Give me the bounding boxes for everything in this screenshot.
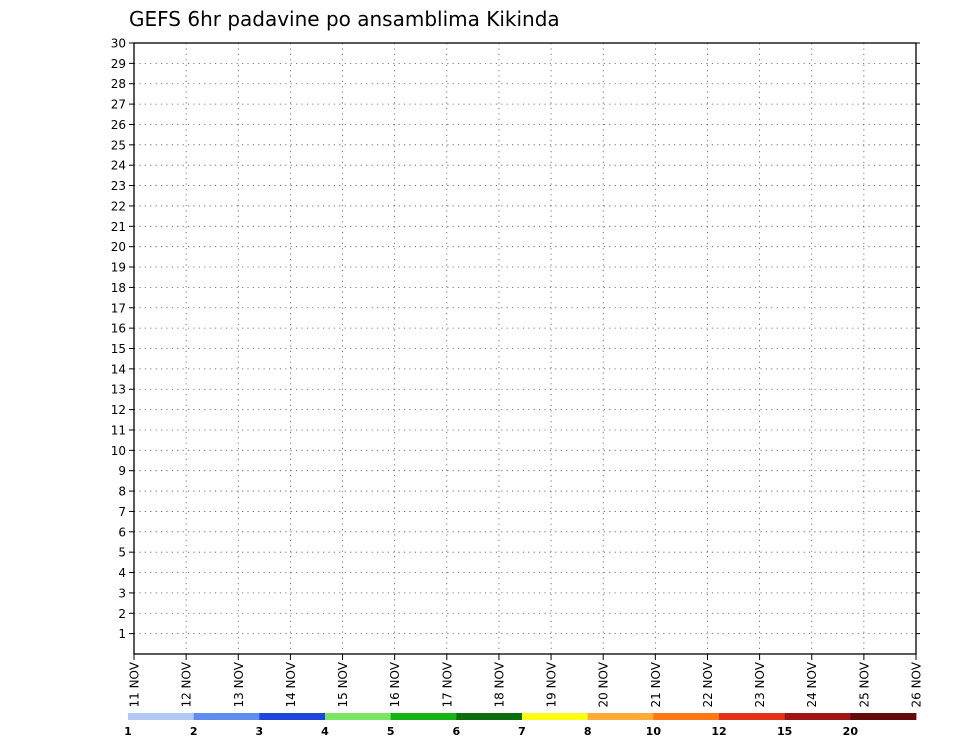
y-tick-label: 25 [111, 138, 126, 152]
y-tick-label: 4 [118, 566, 126, 580]
colorbar-label: 1 [124, 725, 132, 738]
colorbar-swatch [850, 713, 917, 720]
colorbar-label: 8 [584, 725, 592, 738]
y-tick-label: 9 [118, 464, 126, 478]
colorbar-label: 7 [518, 725, 526, 738]
y-tick-label: 5 [118, 546, 126, 560]
y-tick-label: 14 [111, 362, 126, 376]
y-tick-label: 2 [118, 607, 126, 621]
x-tick-label: 20 NOV [597, 661, 611, 707]
chart-title: GEFS 6hr padavine po ansamblima Kikinda [129, 7, 560, 31]
y-tick-label: 20 [111, 240, 126, 254]
colorbar-swatch [259, 713, 326, 720]
y-tick-label: 22 [111, 199, 126, 213]
colorbar-swatch [784, 713, 851, 720]
y-tick-label: 1 [118, 627, 126, 641]
y-axis: 1234567891011121314151617181920212223242… [111, 37, 920, 641]
colorbar-swatch [128, 713, 195, 720]
y-tick-label: 11 [111, 423, 126, 437]
y-tick-label: 12 [111, 403, 126, 417]
colorbar-label: 6 [453, 725, 461, 738]
y-tick-label: 21 [111, 220, 126, 234]
colorbar-swatch [522, 713, 589, 720]
x-tick-label: 24 NOV [805, 661, 819, 707]
y-tick-label: 18 [111, 281, 126, 295]
colorbar-swatch [587, 713, 654, 720]
y-tick-label: 28 [111, 77, 126, 91]
colorbar-label: 12 [711, 725, 726, 738]
y-tick-label: 3 [118, 586, 126, 600]
x-tick-label: 14 NOV [284, 661, 298, 707]
y-tick-label: 6 [118, 525, 126, 539]
y-tick-label: 23 [111, 179, 126, 193]
y-tick-label: 30 [111, 37, 126, 51]
x-tick-label: 12 NOV [180, 661, 194, 707]
y-tick-label: 29 [111, 57, 126, 71]
y-tick-label: 27 [111, 98, 126, 112]
colorbar-label: 10 [646, 725, 662, 738]
y-tick-label: 7 [118, 505, 126, 519]
colorbar-swatch [653, 713, 720, 720]
x-axis: 11 NOV 12 NOV 13 NOV 14 NOV 15 NOV 16 NOV 17 N… [128, 654, 924, 708]
colorbar-swatch [390, 713, 457, 720]
x-tick-label: 18 NOV [492, 661, 506, 707]
x-tick-label: 13 NOV [232, 661, 246, 707]
y-tick-label: 10 [111, 444, 126, 458]
x-tick-label: 16 NOV [388, 661, 402, 707]
x-tick-label: 17 NOV [440, 661, 454, 707]
y-tick-label: 8 [118, 485, 126, 499]
y-tick-label: 15 [111, 342, 126, 356]
x-tick-label: 21 NOV [649, 661, 663, 707]
x-tick-label: 15 NOV [336, 661, 350, 707]
y-tick-label: 19 [111, 261, 126, 275]
y-tick-label: 16 [111, 322, 126, 336]
y-tick-label: 17 [111, 301, 126, 315]
y-tick-label: 13 [111, 383, 126, 397]
colorbar-swatch [193, 713, 260, 720]
x-tick-label: 22 NOV [701, 661, 715, 707]
colorbar-swatch [719, 713, 786, 720]
x-tick-label: 25 NOV [857, 661, 871, 707]
x-tick-label: 19 NOV [545, 661, 559, 707]
grid-lines [134, 43, 916, 654]
colorbar-swatch [456, 713, 523, 720]
colorbar-label: 5 [387, 725, 395, 738]
colorbar-legend: 1 2 3 4 5 6 7 8 10 12 15 20 [124, 713, 917, 738]
colorbar-swatch [325, 713, 392, 720]
x-tick-label: 11 NOV [128, 661, 142, 707]
colorbar-label: 2 [190, 725, 198, 738]
x-tick-label: 23 NOV [753, 661, 767, 707]
colorbar-label: 4 [321, 725, 329, 738]
x-tick-label: 26 NOV [910, 661, 924, 707]
colorbar-label: 15 [777, 725, 792, 738]
colorbar-label: 3 [256, 725, 264, 738]
y-tick-label: 26 [111, 118, 126, 132]
colorbar-label: 20 [843, 725, 859, 738]
y-tick-label: 24 [111, 159, 126, 173]
